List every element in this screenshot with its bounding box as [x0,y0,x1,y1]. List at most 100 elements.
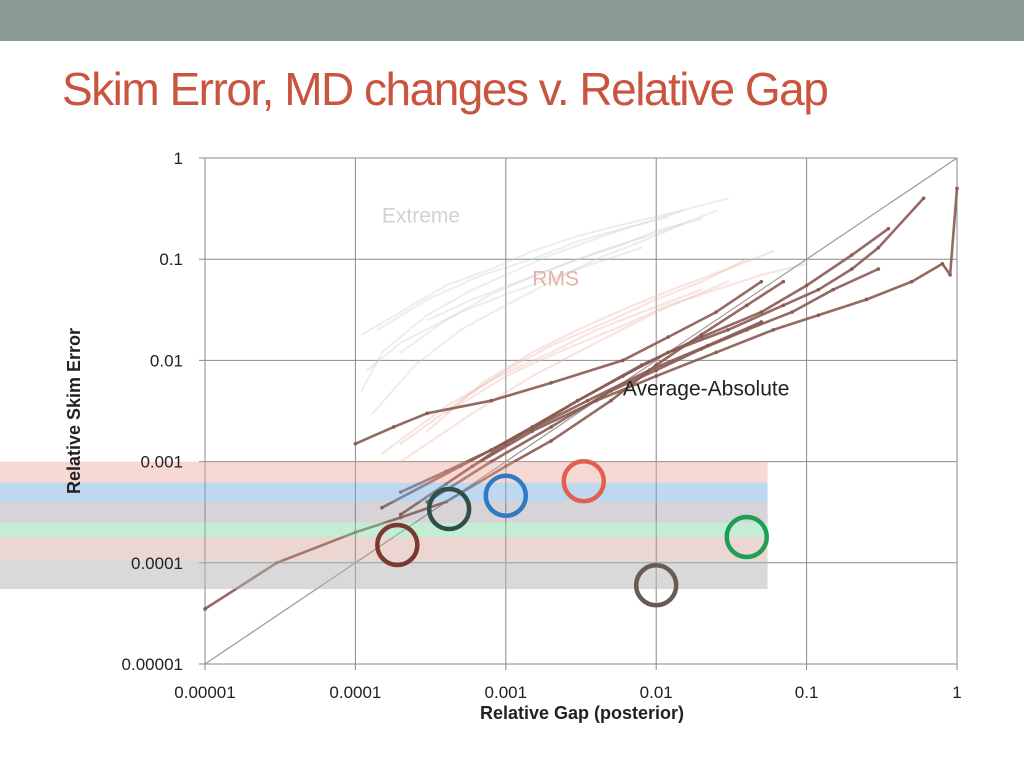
average-series-point [444,500,448,504]
average-series-point [714,310,718,314]
average-absolute-series-group [203,186,959,611]
target-marker-circle [483,473,529,518]
target-band [0,482,768,502]
average-series-point [940,262,945,266]
average-series-line [399,197,925,494]
average-series-point [876,245,881,250]
average-series-point [781,279,786,284]
target-band [0,536,768,561]
average-series-point [714,350,718,355]
average-series-point [594,398,599,403]
average-series-point [504,464,508,469]
extreme-series-line [360,209,684,392]
target-marker-circle [633,563,679,608]
average-series-point [744,303,749,308]
average-series-point [489,459,494,464]
target-bands-group [0,461,768,590]
average-series-point [458,464,463,469]
average-series-point [515,433,520,438]
x-tick-label: 0.0001 [329,683,381,702]
average-series-point [816,287,821,292]
extreme-series-line [366,246,643,372]
y-tick-label: 0.00001 [122,655,183,674]
extreme-series-line [426,209,718,322]
average-series-point [804,283,809,288]
extreme-label: Extreme [382,205,460,228]
average-series-point [398,490,403,494]
average-series-point [759,320,764,324]
y-axis-title: Relative Skim Error [64,328,84,494]
average-series-point [549,381,553,385]
average-series-point [549,425,553,429]
average-series-point [726,328,730,332]
average-series-point [398,512,403,517]
average-series-point [909,279,914,284]
average-series-point [955,186,959,191]
y-tick-label: 0.1 [159,250,183,269]
extreme-series-line [360,197,729,336]
average-series-point [549,439,553,443]
average-series-point [489,398,494,403]
x-tick-label: 0.001 [485,683,528,702]
x-tick-label: 0.1 [795,683,819,702]
target-marker-circle [561,458,607,504]
average-series-point [654,368,658,373]
average-series-point [790,310,794,314]
x-tick-label: 0.01 [640,683,673,702]
average-series-point [781,303,786,308]
average-series-point [654,374,658,378]
axis-ticks-group: 0.00001 0.0001 0.001 0.01 0.1 1 0.00001 0.0001 0… [122,149,962,702]
y-tick-label: 0.0001 [131,554,183,573]
extreme-series-line [399,217,703,354]
average-series-point [705,343,710,348]
average-series-point [699,335,704,339]
average-series-point [876,267,881,271]
average-series-point [398,515,403,520]
extreme-series-group [360,197,729,415]
rms-series-line [444,262,808,415]
average-series-point [621,358,625,363]
extreme-series-line [371,223,684,415]
x-axis-title: Relative Gap (posterior) [480,703,684,723]
average-series-point [666,335,670,339]
average-series-point [444,482,448,486]
target-marker-circle [375,522,420,568]
target-band [0,461,768,483]
average-series-point [609,398,613,403]
average-series-point [353,441,358,446]
average-series-point [203,607,207,611]
x-tick-label: 0.00001 [174,683,235,702]
average-series-point [575,398,580,403]
rms-label: RMS [532,267,579,290]
average-series-point [585,398,590,403]
average-series-line [203,280,785,611]
average-series-point [759,279,764,284]
target-marker-circle [426,486,472,532]
average-series-point [380,505,384,510]
y-tick-label: 0.001 [140,453,183,472]
average-series-point [391,425,396,429]
rms-series-line [380,288,703,455]
average-absolute-label: Average-Absolute [623,377,790,400]
rms-series-line [399,280,730,463]
average-series-point [948,273,952,277]
target-markers-group [375,458,769,608]
rms-series-line [399,258,748,445]
target-band [0,501,768,523]
average-series-point [639,363,644,367]
y-tick-label: 1 [174,149,183,168]
average-series-point [850,253,854,257]
average-series-point [425,411,429,416]
slide-title: Skim Error, MD changes v. Relative Gap [62,63,829,115]
extreme-series-line [376,216,670,331]
target-marker-circle [724,514,769,560]
average-series-point [353,530,358,535]
top-bar [0,0,1024,41]
average-series-point [647,368,652,373]
average-series-point [831,287,835,292]
average-series-line [425,267,880,504]
average-series-point [921,196,926,201]
x-tick-label: 1 [952,683,961,702]
average-series-point [771,328,776,332]
